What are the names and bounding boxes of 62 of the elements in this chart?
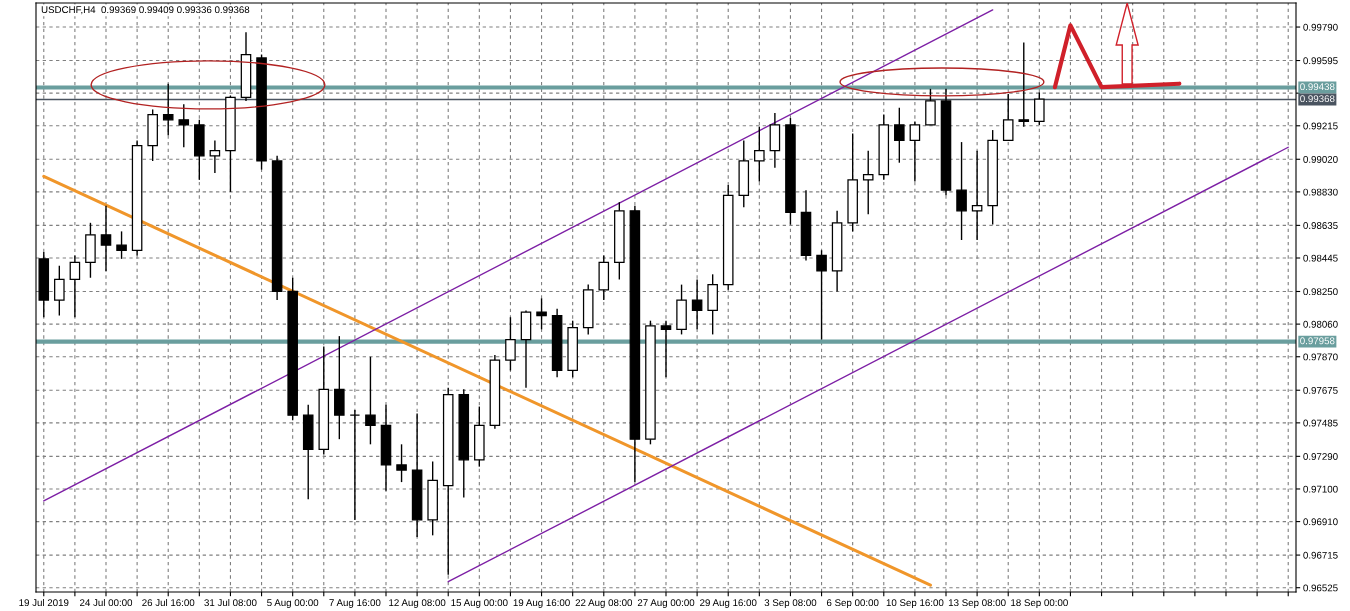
x-tick-label: 19 Aug 16:00: [513, 599, 570, 609]
candlestick: [69, 254, 81, 318]
y-tick-label: 0.99595: [1303, 57, 1338, 65]
x-tick-label: 7 Aug 16:00: [329, 599, 381, 609]
x-tick-label: 5 Aug 00:00: [267, 599, 319, 609]
y-tick-label: 0.98445: [1303, 254, 1338, 262]
y-tick-label: 0.99790: [1303, 23, 1338, 31]
x-tick-label: 12 Aug 08:00: [389, 599, 446, 609]
candlestick: [754, 125, 765, 183]
candlestick: [691, 278, 703, 330]
candlestick: [54, 265, 65, 317]
x-tick-label: 24 Jul 00:00: [80, 598, 133, 607]
x-tick-label: 6 Sep 00:00: [826, 599, 879, 609]
x-tick-label: 22 Aug 08:00: [575, 599, 633, 609]
y-tick-label: 0.97675: [1303, 386, 1338, 394]
x-tick-label: 13 Sep 08:00: [948, 599, 1006, 609]
y-tick-label: 0.96525: [1303, 584, 1338, 592]
y-tick-label: 0.97100: [1303, 485, 1338, 493]
y-tick-label: 0.98250: [1303, 288, 1338, 296]
candlestick: [894, 107, 905, 164]
candlestick: [660, 319, 672, 379]
candlestick: [1034, 91, 1045, 126]
x-tick-label: 31 Jul 08:00: [204, 598, 257, 607]
y-tick-label: 0.98830: [1303, 188, 1338, 196]
candlestick: [1018, 41, 1030, 128]
candlestick: [505, 316, 516, 372]
y-tick-label: 0.96910: [1303, 518, 1338, 526]
candlestick: [396, 443, 407, 483]
x-tick-label: 15 Aug 00:00: [451, 599, 508, 609]
candlestick: [956, 141, 967, 241]
y-tick-label: 0.97290: [1303, 453, 1338, 460]
candlestick: [1002, 93, 1014, 142]
x-tick-label: 19 Jul 2019: [19, 598, 69, 607]
candlestick: [116, 230, 127, 260]
y-tick-label: 0.96715: [1303, 551, 1338, 559]
x-tick-label: 26 Jul 16:00: [142, 598, 195, 607]
candlestick: [536, 297, 547, 330]
candlestick: [971, 149, 983, 241]
y-tick-label: 0.98060: [1303, 320, 1338, 328]
candlestick: [816, 249, 827, 341]
candlestick: [365, 356, 376, 446]
y-tick-label: 0.97870: [1303, 353, 1338, 361]
x-tick-label: 10 Sep 16:00: [886, 599, 944, 609]
ref-line-label: 0.99368: [1300, 95, 1335, 103]
candlestick: [100, 204, 112, 272]
candlestick: [209, 139, 221, 174]
y-tick-label: 0.97485: [1303, 419, 1338, 427]
x-tick-label: 3 Sep 08:00: [764, 599, 817, 609]
ref-line-label: 0.99438: [1300, 83, 1335, 91]
chart-title: USDCHF,H4 0.99369 0.99409 0.99336 0.99368: [41, 6, 250, 15]
candlestick: [909, 120, 921, 183]
x-tick-label: 18 Sep 00:00: [1011, 599, 1068, 609]
candlestick: [862, 149, 874, 215]
ref-line-label: 0.97958: [1300, 337, 1335, 345]
x-tick-label: 29 Aug 16:00: [700, 599, 757, 609]
y-tick-label: 0.99215: [1303, 122, 1338, 130]
y-tick-label: 0.99020: [1303, 156, 1338, 163]
candlestick: [349, 409, 361, 521]
candlestick: [162, 83, 174, 136]
x-tick-label: 27 Aug 00:00: [637, 599, 695, 609]
y-tick-label: 0.98635: [1303, 222, 1338, 229]
candlestick: [178, 103, 190, 148]
